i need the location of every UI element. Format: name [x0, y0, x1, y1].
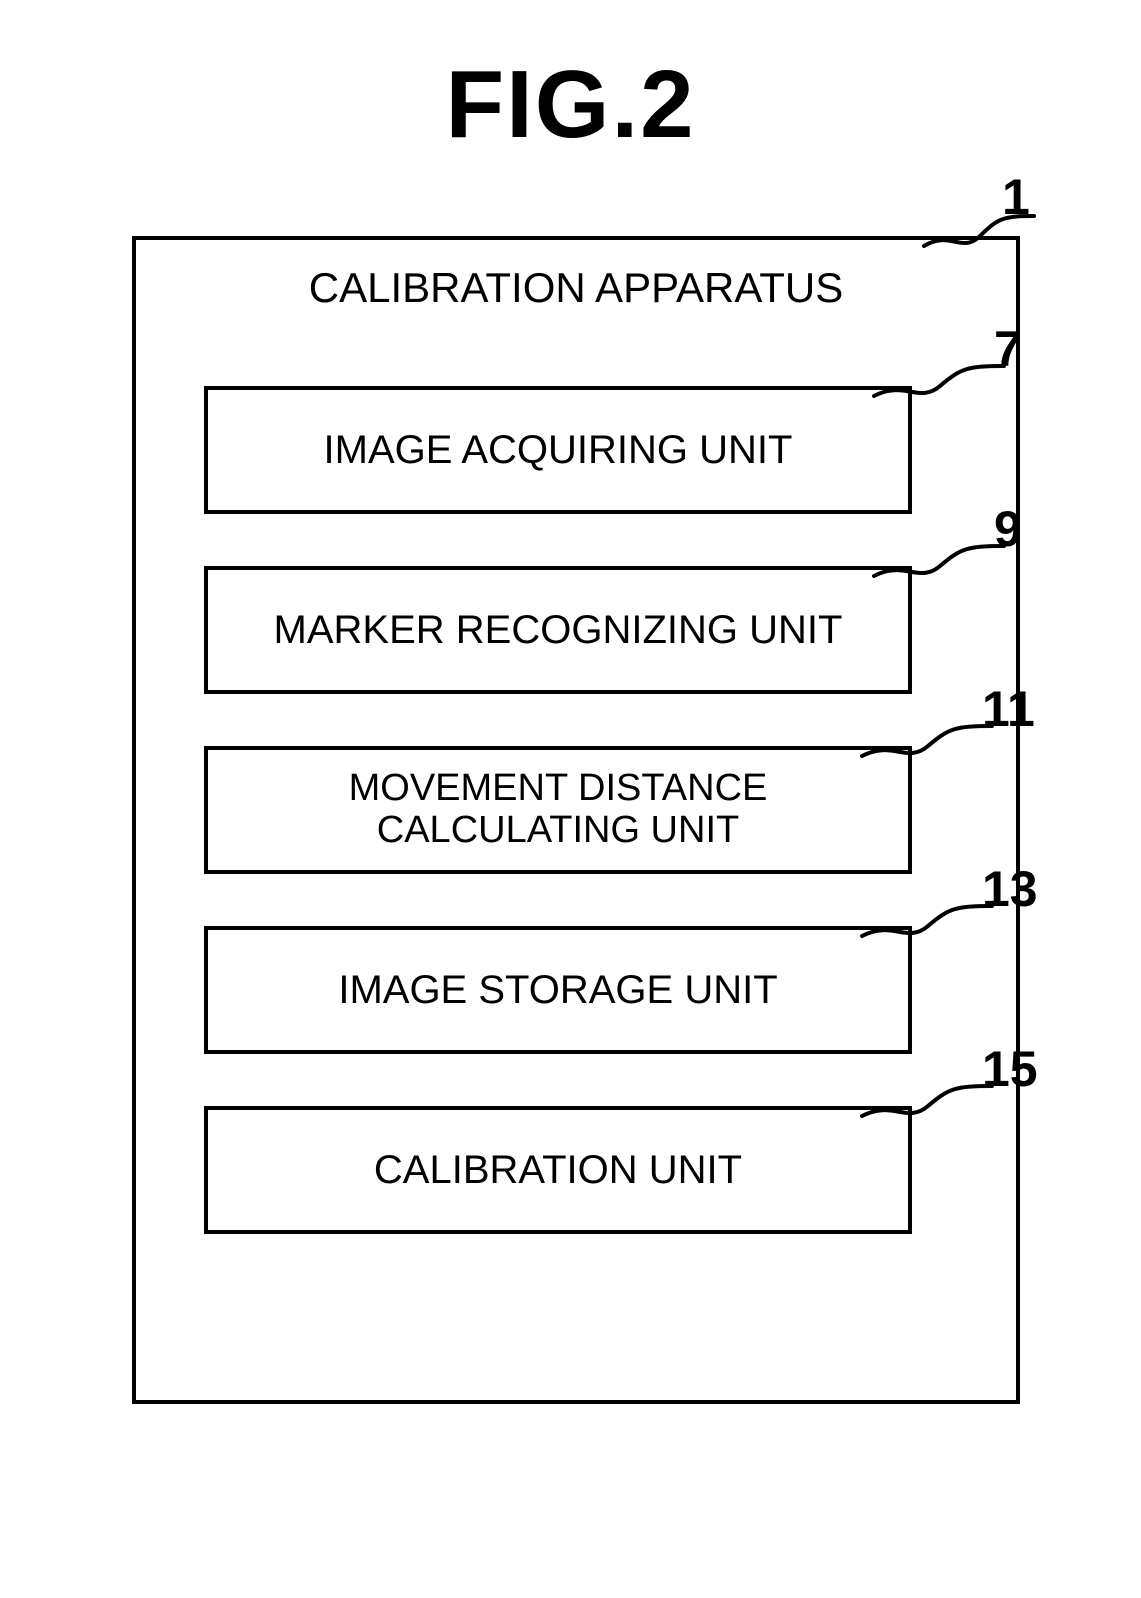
movement-distance-calculating-unit-label: MOVEMENT DISTANCE CALCULATING UNIT	[349, 768, 768, 852]
image-acquiring-unit-box: IMAGE ACQUIRING UNIT	[204, 386, 912, 514]
ref-num-13: 13	[982, 860, 1038, 918]
image-storage-unit-box: IMAGE STORAGE UNIT	[204, 926, 912, 1054]
ref-num-15: 15	[982, 1040, 1038, 1098]
marker-recognizing-unit-label: MARKER RECOGNIZING UNIT	[274, 608, 843, 652]
ref-num-11: 11	[982, 680, 1035, 738]
diagram-canvas: FIG.2 CALIBRATION APPARATUS 1 IMAGE ACQU…	[0, 0, 1141, 1598]
marker-recognizing-unit-box: MARKER RECOGNIZING UNIT	[204, 566, 912, 694]
image-storage-unit-label: IMAGE STORAGE UNIT	[338, 968, 777, 1012]
calibration-unit-label: CALIBRATION UNIT	[374, 1148, 742, 1192]
figure-title: FIG.2	[0, 50, 1141, 160]
calibration-unit-box: CALIBRATION UNIT	[204, 1106, 912, 1234]
movement-distance-calculating-unit-box: MOVEMENT DISTANCE CALCULATING UNIT	[204, 746, 912, 874]
image-acquiring-unit-label: IMAGE ACQUIRING UNIT	[324, 428, 793, 472]
ref-num-7: 7	[994, 320, 1022, 378]
ref-num-9: 9	[994, 500, 1022, 558]
calibration-apparatus-title: CALIBRATION APPARATUS	[136, 264, 1016, 312]
ref-num-1: 1	[1002, 168, 1030, 226]
